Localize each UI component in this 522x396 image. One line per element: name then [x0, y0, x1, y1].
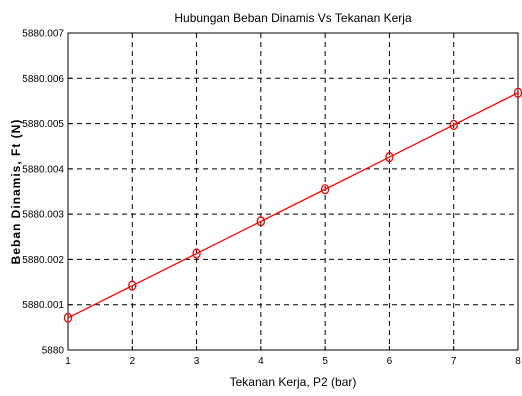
y-tick-label: 5880	[42, 346, 65, 357]
y-tick-labels: 5880 5880.001 5880.002 5880.003 5880.004 5880…	[22, 29, 64, 357]
data-point	[256, 216, 266, 227]
x-tick-label: 1	[65, 356, 71, 367]
data-point	[385, 151, 394, 163]
x-tick-label: 3	[194, 356, 200, 367]
x-tick-labels: 1 2 3 4 5 6 7 8	[65, 356, 521, 367]
series-line	[67, 92, 519, 319]
data-point	[63, 312, 73, 323]
data-point	[449, 119, 458, 131]
x-tick-label: 5	[322, 356, 328, 367]
data-point	[192, 248, 201, 259]
y-tick-label: 5880.005	[22, 119, 64, 130]
x-tick-label: 4	[258, 356, 264, 367]
data-point	[320, 184, 330, 195]
y-tick-label: 5880.003	[22, 210, 64, 221]
tick-marks	[67, 32, 519, 351]
chart-title: Hubungan Beban Dinamis Vs Tekanan Kerja	[174, 11, 412, 25]
series	[63, 87, 522, 323]
x-tick-label: 8	[515, 356, 521, 367]
y-tick-label: 5880.002	[22, 255, 64, 266]
y-axis-label: Beban Dinamis, Ft (N)	[9, 119, 23, 265]
x-axis-label: Tekanan Kerja, P2 (bar)	[230, 375, 357, 389]
x-tick-label: 6	[387, 356, 393, 367]
plot-area	[67, 32, 519, 351]
grid	[68, 33, 518, 350]
x-tick-label: 2	[130, 356, 136, 367]
x-tick-label: 7	[451, 356, 457, 367]
y-tick-label: 5880.001	[22, 300, 64, 311]
data-point	[128, 280, 137, 291]
y-tick-label: 5880.006	[22, 74, 64, 85]
y-tick-label: 5880.007	[22, 29, 64, 40]
y-tick-label: 5880.004	[22, 164, 64, 175]
